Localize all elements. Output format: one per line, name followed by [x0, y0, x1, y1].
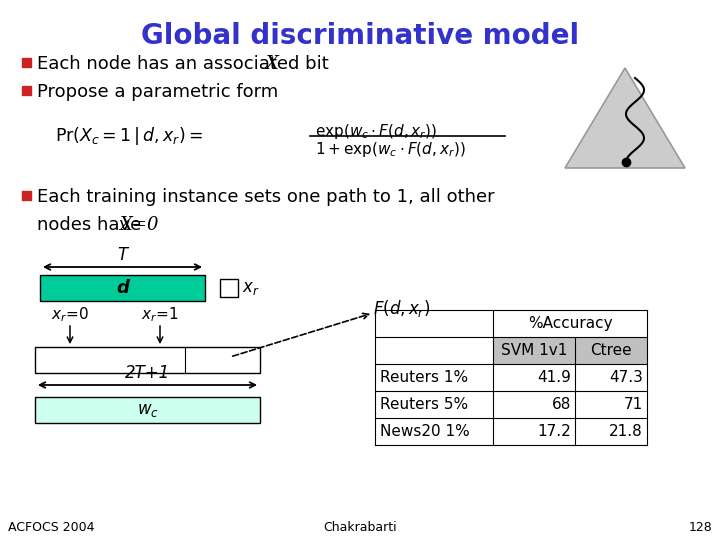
Text: T: T	[117, 246, 127, 264]
Polygon shape	[565, 68, 685, 168]
Text: 2T+1: 2T+1	[125, 364, 170, 382]
Text: $\mathrm{Pr}(X_c = 1\,|\,d,x_r) =$: $\mathrm{Pr}(X_c = 1\,|\,d,x_r) =$	[55, 125, 203, 147]
Text: Propose a parametric form: Propose a parametric form	[37, 83, 278, 101]
Text: $1 + \exp(w_c \cdot F(d,x_r))$: $1 + \exp(w_c \cdot F(d,x_r))$	[315, 140, 466, 159]
Text: 21.8: 21.8	[609, 424, 643, 439]
Text: Each training instance sets one path to 1, all other: Each training instance sets one path to …	[37, 188, 495, 206]
Text: 17.2: 17.2	[537, 424, 571, 439]
Text: Global discriminative model: Global discriminative model	[141, 22, 579, 50]
Text: 68: 68	[552, 397, 571, 412]
Text: X: X	[265, 55, 278, 73]
Text: nodes have: nodes have	[37, 216, 147, 234]
Text: d: d	[116, 279, 129, 297]
Text: SVM 1v1: SVM 1v1	[501, 343, 567, 358]
Bar	[493, 337, 647, 364]
Text: 41.9: 41.9	[537, 370, 571, 385]
Text: $x_r$=1: $x_r$=1	[141, 305, 179, 323]
Text: Reuters 5%: Reuters 5%	[380, 397, 468, 412]
Bar	[22, 191, 31, 200]
Text: 128: 128	[688, 521, 712, 534]
Text: Ctree: Ctree	[590, 343, 632, 358]
Bar	[35, 397, 260, 423]
Bar	[220, 279, 238, 297]
Text: $w_c$: $w_c$	[137, 401, 158, 419]
Bar	[22, 58, 31, 67]
Text: 71: 71	[624, 397, 643, 412]
Text: 47.3: 47.3	[609, 370, 643, 385]
Bar	[35, 347, 260, 373]
Text: $x_r$=0: $x_r$=0	[51, 305, 89, 323]
Bar	[40, 275, 205, 301]
Text: $\exp(w_c \cdot F(d,x_r))$: $\exp(w_c \cdot F(d,x_r))$	[315, 122, 437, 141]
Text: Each node has an associated bit: Each node has an associated bit	[37, 55, 335, 73]
Text: News20 1%: News20 1%	[380, 424, 469, 439]
Text: ACFOCS 2004: ACFOCS 2004	[8, 521, 94, 534]
Bar	[22, 86, 31, 95]
Text: Chakrabarti: Chakrabarti	[323, 521, 397, 534]
Text: X=0: X=0	[119, 216, 158, 234]
Text: %Accuracy: %Accuracy	[528, 316, 612, 331]
Text: Reuters 1%: Reuters 1%	[380, 370, 468, 385]
Text: $x_r$: $x_r$	[242, 279, 260, 297]
Text: $F(d,x_r)$: $F(d,x_r)$	[373, 298, 431, 319]
